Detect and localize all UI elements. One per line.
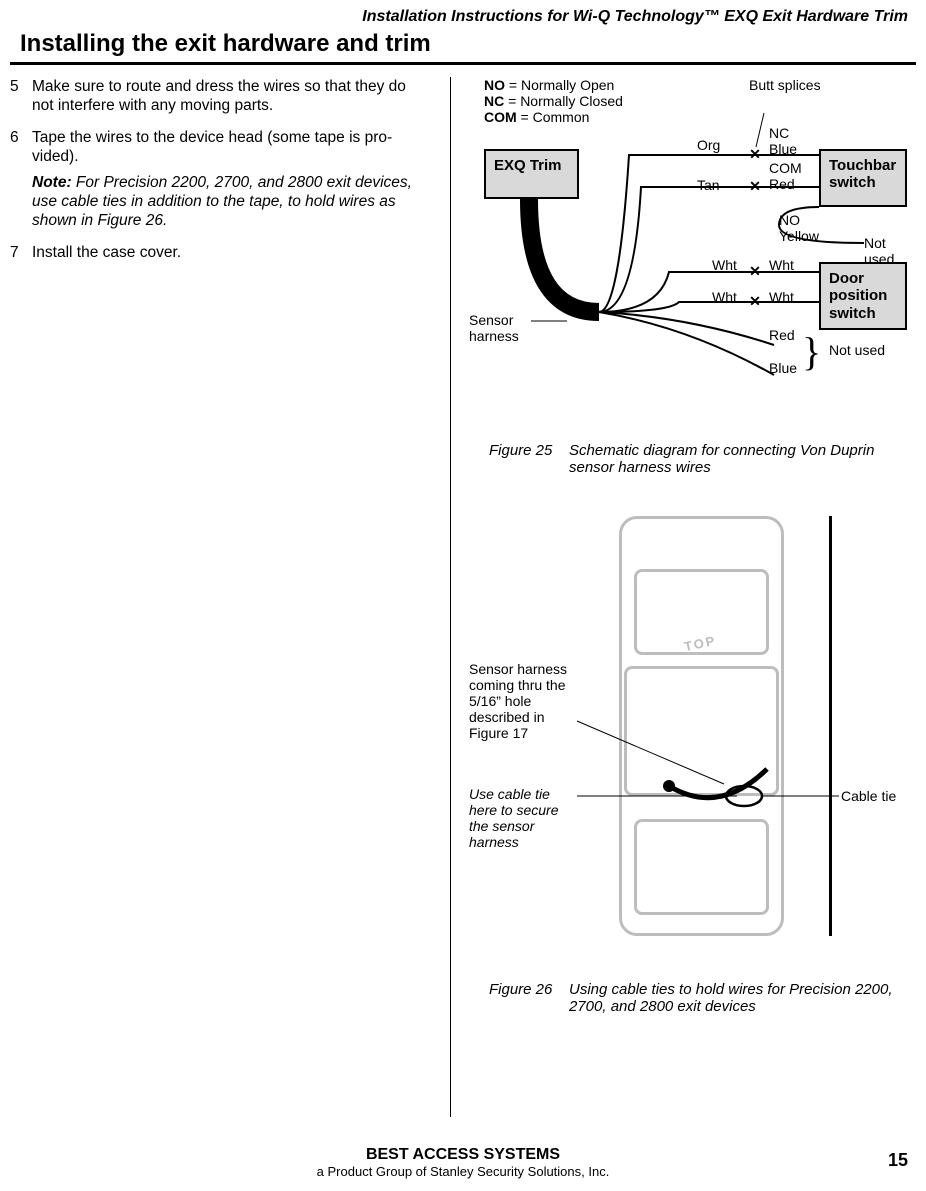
wire-red: Red <box>769 327 795 343</box>
wire-wht-1r: Wht <box>769 257 794 273</box>
wire-wht-2r: Wht <box>769 289 794 305</box>
wire-nc-blue: NC Blue <box>769 125 797 157</box>
right-column: NO = Normally Open NC = Normally Closed … <box>450 77 908 1117</box>
splice-icon: ✕ <box>749 265 761 277</box>
caption-label: Figure 26 <box>489 981 569 1015</box>
caption-text: Schematic diagram for connecting Von Dup… <box>569 442 908 476</box>
label-cable-tie: Cable tie <box>841 788 896 804</box>
step-note: Note: For Precision 2200, 2700, and 2800… <box>32 173 430 231</box>
left-column: 5 Make sure to route and dress the wires… <box>10 77 450 1117</box>
sensor-harness-label: Sensor harness <box>469 312 529 344</box>
not-used-1: Not used <box>864 235 908 267</box>
figure-26-caption: Figure 26 Using cable ties to hold wires… <box>489 981 908 1015</box>
brace-icon: } <box>802 340 821 364</box>
wire-wht-2l: Wht <box>712 289 737 305</box>
not-used-2: Not used <box>829 342 885 358</box>
wire-org: Org <box>697 137 720 153</box>
label-tie-instruction: Use cable tie here to secure the sensor … <box>469 786 577 850</box>
step-5: 5 Make sure to route and dress the wires… <box>10 77 430 116</box>
step-text-main: Tape the wires to the device head (some … <box>32 129 392 165</box>
splice-icon: ✕ <box>749 148 761 160</box>
splice-icon: ✕ <box>749 180 761 192</box>
label-sensor-harness: Sensor har­ness coming thru the 5/16” ho… <box>469 661 577 741</box>
step-text: Make sure to route and dress the wires s… <box>32 77 430 116</box>
step-6: 6 Tape the wires to the device head (som… <box>10 128 430 231</box>
step-number: 6 <box>10 128 32 231</box>
caption-text: Using cable ties to hold wires for Preci… <box>569 981 908 1015</box>
wire-blue: Blue <box>769 360 797 376</box>
step-text: Tape the wires to the device head (some … <box>32 128 430 231</box>
step-number: 5 <box>10 77 32 116</box>
footer-sub: a Product Group of Stanley Security Solu… <box>0 1164 926 1179</box>
step-number: 7 <box>10 243 32 262</box>
splice-icon: ✕ <box>749 295 761 307</box>
footer: BEST ACCESS SYSTEMS a Product Group of S… <box>0 1146 926 1179</box>
wire-wht-1l: Wht <box>712 257 737 273</box>
note-label: Note: <box>32 174 72 191</box>
figure-25-caption: Figure 25 Schematic diagram for connecti… <box>489 442 908 476</box>
wiring-svg <box>469 77 909 417</box>
page-number: 15 <box>888 1150 908 1171</box>
wire-com-red: COM Red <box>769 160 802 192</box>
wire-no-yellow: NO Yellow <box>779 212 819 244</box>
wire-tan: Tan <box>697 177 720 193</box>
footer-company: BEST ACCESS SYSTEMS <box>0 1146 926 1164</box>
note-text: For Precision 2200, 2700, and 2800 exit … <box>32 174 412 230</box>
figure-26-diagram: TOP Sensor har­ness coming thru the 5/16… <box>469 506 908 966</box>
step-7: 7 Install the case cover. <box>10 243 430 262</box>
figure-25-diagram: NO = Normally Open NC = Normally Closed … <box>469 77 908 427</box>
caption-label: Figure 25 <box>489 442 569 476</box>
doc-header: Installation Instructions for Wi-Q Techn… <box>0 0 926 30</box>
step-text: Install the case cover. <box>32 243 430 262</box>
section-title: Installing the exit hardware and trim <box>10 30 916 65</box>
